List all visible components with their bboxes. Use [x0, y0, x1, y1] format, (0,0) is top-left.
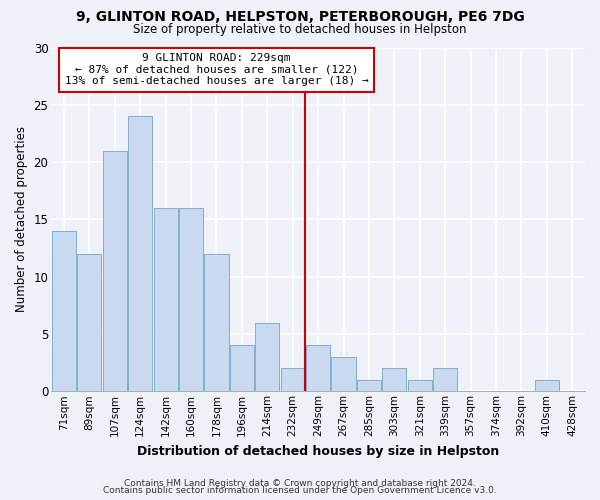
Bar [128, 116, 152, 392]
Bar [408, 380, 432, 392]
Text: 9 GLINTON ROAD: 229sqm
← 87% of detached houses are smaller (122)
13% of semi-de: 9 GLINTON ROAD: 229sqm ← 87% of detached… [65, 53, 368, 86]
Bar [179, 208, 203, 392]
Text: Contains HM Land Registry data © Crown copyright and database right 2024.: Contains HM Land Registry data © Crown c… [124, 478, 476, 488]
X-axis label: Distribution of detached houses by size in Helpston: Distribution of detached houses by size … [137, 444, 499, 458]
Bar [205, 254, 229, 392]
Text: Size of property relative to detached houses in Helpston: Size of property relative to detached ho… [133, 22, 467, 36]
Bar [230, 346, 254, 392]
Bar [77, 254, 101, 392]
Text: Contains public sector information licensed under the Open Government Licence v3: Contains public sector information licen… [103, 486, 497, 495]
Bar [103, 150, 127, 392]
Bar [306, 346, 330, 392]
Bar [52, 231, 76, 392]
Bar [535, 380, 559, 392]
Bar [357, 380, 381, 392]
Text: 9, GLINTON ROAD, HELPSTON, PETERBOROUGH, PE6 7DG: 9, GLINTON ROAD, HELPSTON, PETERBOROUGH,… [76, 10, 524, 24]
Bar [331, 357, 356, 392]
Bar [255, 322, 280, 392]
Bar [433, 368, 457, 392]
Bar [154, 208, 178, 392]
Y-axis label: Number of detached properties: Number of detached properties [15, 126, 28, 312]
Bar [281, 368, 305, 392]
Bar [382, 368, 406, 392]
